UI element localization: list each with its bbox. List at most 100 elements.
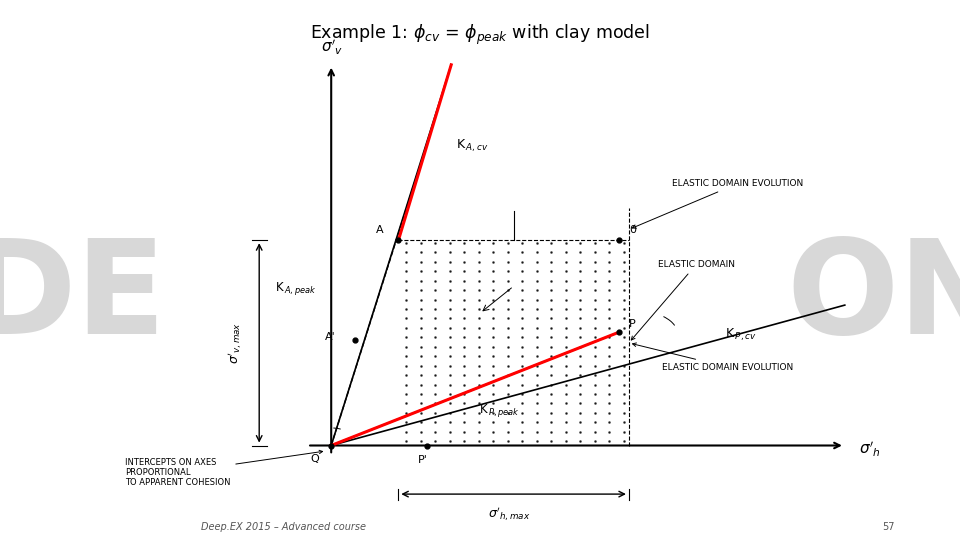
Point: [442, 409, 457, 417]
Point: [442, 352, 457, 361]
Point: [602, 323, 617, 332]
Point: [529, 323, 544, 332]
Point: [442, 437, 457, 445]
Point: [471, 333, 487, 342]
Point: [588, 428, 603, 436]
Point: [442, 305, 457, 313]
Point: [413, 286, 428, 294]
Point: [398, 276, 414, 285]
Point: [471, 437, 487, 445]
Point: [500, 258, 516, 266]
Point: [558, 333, 573, 342]
Point: [442, 276, 457, 285]
Point: [500, 399, 516, 408]
Point: [486, 361, 501, 370]
Point: [500, 314, 516, 323]
Point: [529, 239, 544, 247]
Point: [588, 352, 603, 361]
Point: [602, 295, 617, 304]
Point: [543, 371, 559, 380]
Point: [616, 399, 632, 408]
Point: [500, 305, 516, 313]
Text: Example 1: $\phi_{cv}$ = $\phi_{peak}$ with clay model: Example 1: $\phi_{cv}$ = $\phi_{peak}$ w…: [310, 23, 650, 47]
Point: [515, 323, 530, 332]
Point: [427, 305, 443, 313]
Point: [543, 437, 559, 445]
Point: [442, 314, 457, 323]
Point: [529, 342, 544, 351]
Point: [413, 239, 428, 247]
Text: ELASTIC DOMAIN: ELASTIC DOMAIN: [632, 260, 734, 340]
Point: [457, 409, 472, 417]
Text: $\sigma'_{v,max}$: $\sigma'_{v,max}$: [227, 322, 244, 364]
Point: [457, 267, 472, 275]
Text: Deep.EX 2015 – Advanced course: Deep.EX 2015 – Advanced course: [201, 522, 366, 531]
Point: [398, 305, 414, 313]
Point: [486, 239, 501, 247]
Point: [398, 390, 414, 399]
Point: [500, 295, 516, 304]
Point: [558, 352, 573, 361]
Point: [558, 323, 573, 332]
Point: [616, 295, 632, 304]
Text: K$_{\,A,peak}$: K$_{\,A,peak}$: [276, 280, 317, 298]
Point: [427, 342, 443, 351]
Point: [616, 314, 632, 323]
Text: ELASTIC DOMAIN EVOLUTION: ELASTIC DOMAIN EVOLUTION: [633, 179, 804, 228]
Point: [602, 286, 617, 294]
Point: [616, 390, 632, 399]
Point: [471, 239, 487, 247]
Point: [515, 399, 530, 408]
Point: [442, 380, 457, 389]
Point: [471, 352, 487, 361]
Point: [602, 428, 617, 436]
Point: [602, 333, 617, 342]
Point: [543, 248, 559, 256]
Point: [427, 267, 443, 275]
Point: [515, 248, 530, 256]
Point: [529, 361, 544, 370]
Point: [543, 239, 559, 247]
Point: [457, 390, 472, 399]
Point: [515, 276, 530, 285]
Text: INTERCEPTS ON AXES
PROPORTIONAL
TO APPARENT COHESION: INTERCEPTS ON AXES PROPORTIONAL TO APPAR…: [125, 450, 323, 488]
Point: [398, 371, 414, 380]
Point: [602, 399, 617, 408]
Point: [558, 390, 573, 399]
Point: [471, 371, 487, 380]
Point: [471, 248, 487, 256]
Point: [500, 428, 516, 436]
Point: [398, 418, 414, 427]
Point: [573, 409, 588, 417]
Point: [515, 342, 530, 351]
Point: [471, 267, 487, 275]
Point: [543, 409, 559, 417]
Text: ELASTIC DOMAIN EVOLUTION: ELASTIC DOMAIN EVOLUTION: [633, 343, 794, 372]
Point: [442, 323, 457, 332]
Text: $\sigma'_v$: $\sigma'_v$: [321, 37, 344, 57]
Text: A': A': [325, 333, 336, 342]
Point: [457, 380, 472, 389]
Point: [573, 323, 588, 332]
Point: [573, 276, 588, 285]
Point: [616, 305, 632, 313]
Point: [558, 248, 573, 256]
Point: [413, 352, 428, 361]
Point: [398, 352, 414, 361]
Point: [471, 390, 487, 399]
Point: [602, 258, 617, 266]
Text: K$_{\,P,peak}$: K$_{\,P,peak}$: [479, 402, 519, 419]
Point: [486, 342, 501, 351]
Point: [398, 286, 414, 294]
Point: [543, 314, 559, 323]
Point: [471, 380, 487, 389]
Point: [486, 399, 501, 408]
Point: [398, 437, 414, 445]
Point: [398, 258, 414, 266]
Point: [515, 239, 530, 247]
Point: [602, 437, 617, 445]
Point: [413, 418, 428, 427]
Point: [486, 333, 501, 342]
Point: [442, 286, 457, 294]
Point: [471, 295, 487, 304]
